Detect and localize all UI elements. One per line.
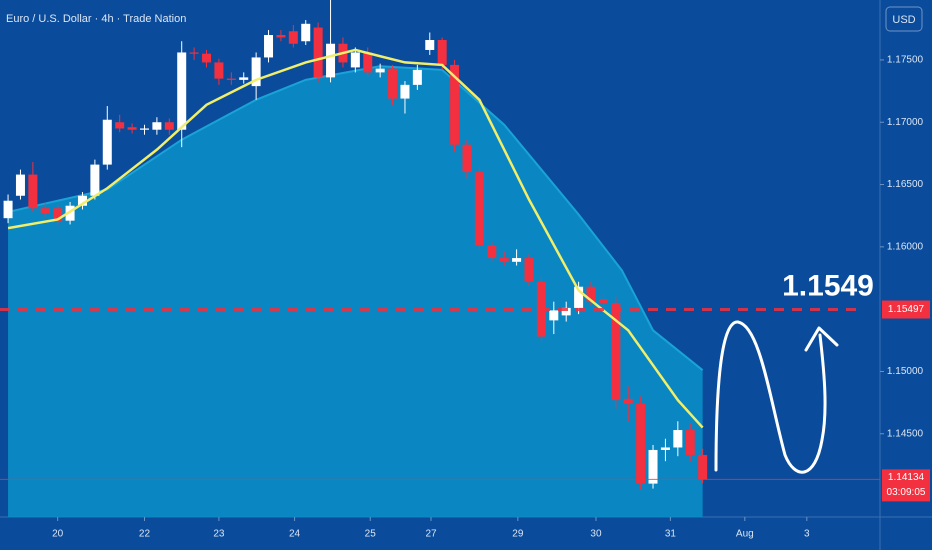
candle-body [301, 23, 311, 42]
current-price-box [882, 469, 930, 502]
grid-layer: 1.14500 1.15000 1.16000 1.16500 1.17000 1.175… [52, 55, 923, 540]
candle-body [685, 430, 695, 455]
candle-body [202, 53, 212, 63]
chart-title: Euro / U.S. Dollar · 4h · Trade Nation [6, 13, 186, 25]
candle-body [561, 307, 571, 316]
candle-body [499, 258, 509, 262]
y-tick-label: 1.16000 [887, 241, 924, 252]
candle-body [598, 299, 608, 303]
candle-body [363, 52, 373, 73]
candle-body [90, 164, 100, 196]
y-tick-label: 1.15000 [887, 366, 924, 377]
drawn-arrowhead [804, 326, 839, 352]
candle-body [660, 447, 670, 450]
candle-body [177, 52, 187, 130]
y-tick-label: 1.17000 [887, 117, 924, 128]
candle-body [326, 43, 336, 78]
candle-body [574, 286, 584, 308]
candle-body [549, 310, 559, 321]
candle-body [462, 144, 472, 173]
candle-body [524, 258, 534, 282]
candle-body [586, 286, 596, 302]
y-tick-label: 1.16500 [887, 179, 924, 190]
overlay-layer: 1.1549 1.15497 1.14134 03:09:05 [0, 48, 930, 502]
candle-body [40, 208, 50, 214]
candle-body [636, 403, 646, 484]
candle-body [350, 52, 360, 68]
x-tick-label: 23 [213, 529, 225, 540]
x-tick-label: 31 [665, 529, 677, 540]
candle-body [648, 449, 658, 484]
candle-body [115, 122, 125, 129]
candle-body [673, 430, 683, 448]
x-tick-label: Aug [736, 529, 754, 540]
drawn-path [714, 320, 827, 474]
x-tick-label: 24 [289, 529, 301, 540]
x-tick-label: 22 [139, 529, 151, 540]
band-line [7, 65, 704, 371]
candle-body [623, 398, 633, 404]
candle-body [28, 174, 38, 209]
candle-body [313, 27, 323, 78]
candle-body [214, 62, 224, 79]
candle-body [412, 69, 422, 85]
x-tick-label: 30 [590, 529, 602, 540]
candle-body [698, 454, 708, 480]
x-tick-label: 3 [804, 529, 810, 540]
candle-body [152, 122, 162, 130]
y-tick-label: 1.17500 [887, 55, 924, 66]
candle-body [512, 258, 522, 262]
candle-body [189, 52, 199, 54]
candle-body [425, 39, 435, 50]
candle-body [276, 35, 286, 38]
candle-body [102, 119, 112, 165]
candle-body [239, 77, 249, 80]
y-tick-label: 1.14500 [887, 428, 924, 439]
candle-body [487, 245, 497, 259]
current-price-label: 1.14134 [888, 472, 925, 483]
candle-body [474, 172, 484, 246]
candle-body [65, 205, 75, 221]
candle-body [77, 195, 87, 206]
candle-body [139, 128, 149, 130]
candle-body [164, 122, 174, 130]
candle-body [388, 68, 398, 99]
currency-button[interactable] [885, 6, 923, 32]
target-price-box [882, 300, 930, 319]
candle-body [611, 302, 621, 401]
countdown-label: 03:09:05 [887, 487, 926, 498]
x-tick-label: 29 [512, 529, 524, 540]
x-tick-label: 20 [52, 529, 64, 540]
candle-body [450, 64, 460, 145]
target-price-label: 1.15497 [888, 304, 925, 315]
x-tick-label: 25 [365, 529, 377, 540]
band-layer [7, 65, 704, 518]
band-area [8, 66, 703, 518]
candle-body [15, 174, 25, 196]
candle-body [400, 84, 410, 99]
candle-body [226, 78, 236, 80]
x-tick-label: 27 [425, 529, 437, 540]
candle-body [251, 57, 261, 87]
candle-body [375, 68, 385, 73]
candle-body [437, 39, 447, 65]
target-annotation: 1.1549 [782, 269, 874, 302]
candle-body [264, 35, 274, 58]
candle-body [53, 208, 63, 222]
candle-body [288, 31, 298, 44]
candle-body [127, 127, 137, 130]
candle-body [3, 200, 13, 219]
currency-label[interactable]: USD [892, 14, 915, 26]
